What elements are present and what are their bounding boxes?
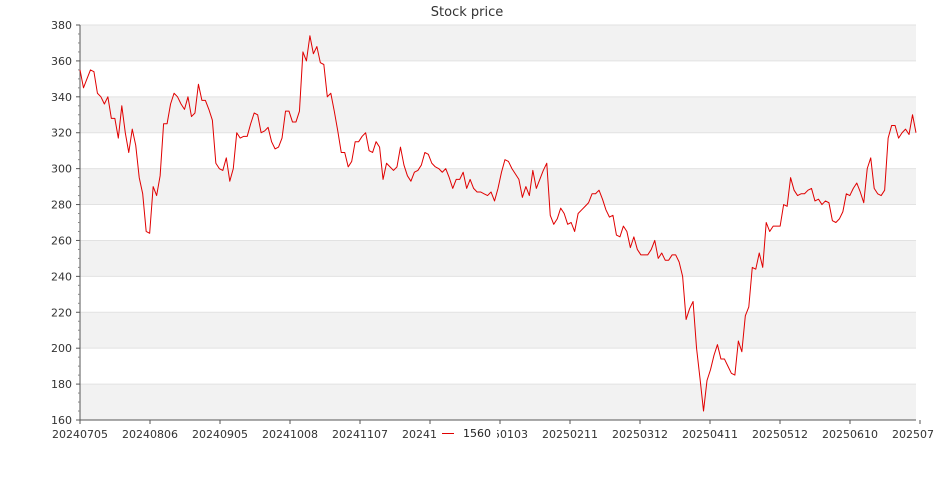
y-tick-label: 280 (51, 199, 72, 212)
y-tick-label: 200 (51, 342, 72, 355)
x-tick-label: 20250710 (892, 428, 935, 441)
grid-band (80, 25, 916, 61)
y-axis-ticks: 160 180 200 220 240 260 280 300 320 340 360 380 (51, 19, 80, 427)
x-tick-label: 20240905 (192, 428, 248, 441)
legend-label-1560: 1560 (463, 426, 491, 440)
series-lines (79, 35, 917, 412)
y-tick-label: 360 (51, 55, 72, 68)
x-tick-label: 20240806 (122, 428, 178, 441)
y-tick-label: 260 (51, 234, 72, 247)
series-line-1560 (79, 35, 917, 412)
y-tick-label: 180 (51, 378, 72, 391)
y-tick-label: 320 (51, 127, 72, 140)
grid-band (80, 312, 916, 349)
y-tick-label: 300 (51, 163, 72, 176)
x-tick-label: 20250211 (542, 428, 598, 441)
x-tick-label: 20250610 (822, 428, 878, 441)
x-axis-ticks: 20240705 20240806 20240905 20241008 20241107… (52, 420, 935, 441)
x-tick-label: 20240705 (52, 428, 108, 441)
alternating-grid-bands (80, 25, 916, 420)
x-tick-label: 20250312 (612, 428, 668, 441)
chart-title: Stock price (431, 5, 503, 20)
y-tick-label: 220 (51, 306, 72, 319)
y-tick-label: 160 (51, 414, 72, 427)
x-tick-label: 20241107 (332, 428, 388, 441)
x-tick-label: 20250512 (752, 428, 808, 441)
y-tick-label: 380 (51, 19, 72, 32)
x-tick-label: 20241008 (262, 428, 318, 441)
y-tick-label: 340 (51, 91, 72, 104)
legend-swatch-1560 (442, 432, 454, 434)
legend: 1560 (436, 424, 497, 442)
grid-band (80, 384, 916, 420)
x-tick-label: 20250411 (682, 428, 738, 441)
horizontal-gridlines (80, 24, 916, 385)
grid-band (80, 240, 916, 277)
y-tick-label: 240 (51, 270, 72, 283)
grid-band (80, 96, 916, 133)
axes (79, 25, 916, 421)
